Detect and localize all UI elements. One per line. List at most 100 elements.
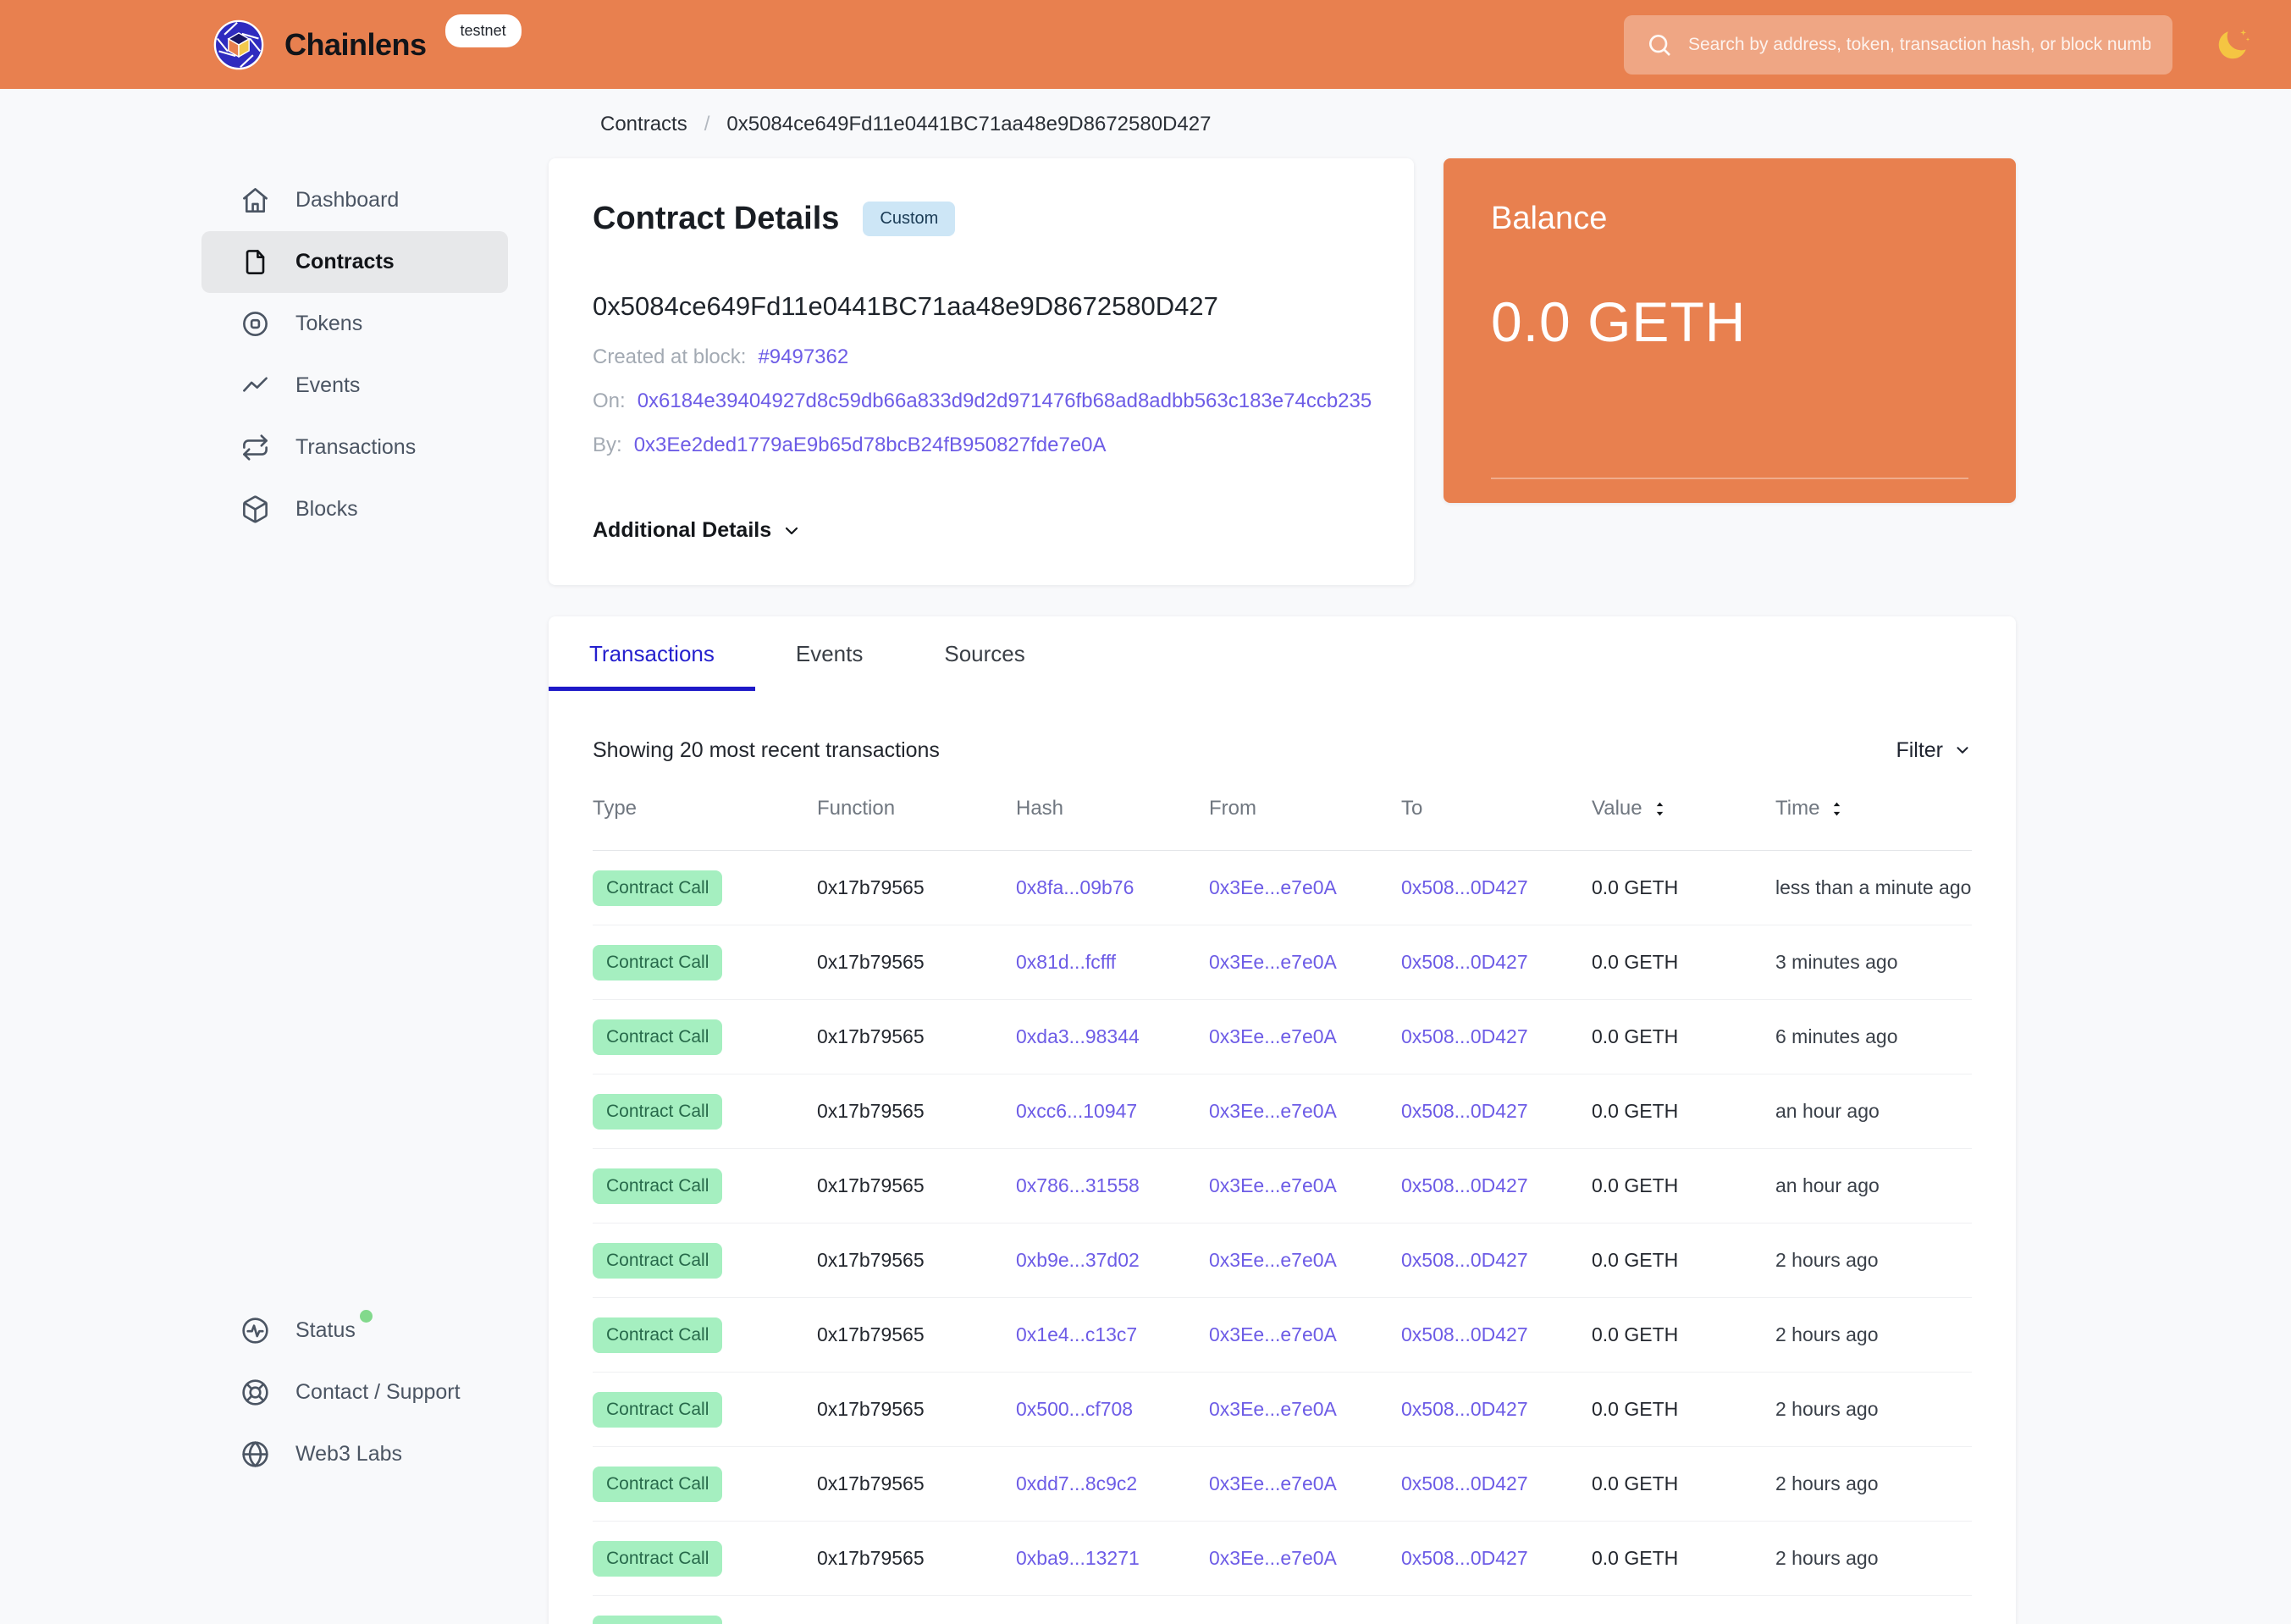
tx-to-link[interactable]: 0x508...0D427 [1401,1398,1528,1420]
tx-to-link[interactable]: 0x508...0D427 [1401,1025,1528,1047]
custom-badge: Custom [863,202,956,236]
sidebar-item-dashboard[interactable]: Dashboard [201,169,508,231]
sidebar-item-blocks[interactable]: Blocks [201,478,508,540]
tx-hash-link[interactable]: 0x8fa...09b76 [1016,876,1134,898]
column-header-function: Function [817,797,896,820]
tx-hash-link[interactable]: 0xda3...98344 [1016,1025,1140,1047]
lifebuoy-icon [242,1379,268,1406]
creator-address-link[interactable]: 0x3Ee2ded1779aE9b65d78bcB24fB950827fde7e… [633,434,1107,456]
tx-to-link[interactable]: 0x508...0D427 [1401,951,1528,973]
tx-from-link[interactable]: 0x3Ee...e7e0A [1209,1398,1337,1420]
tx-time: an hour ago [1775,1100,1880,1122]
tx-value: 0.0 GETH [1592,951,1679,973]
tx-from-link[interactable]: 0x3Ee...e7e0A [1209,1472,1337,1494]
table-row[interactable]: Contract Call 0x17b79565 0x81d...fcfff 0… [593,925,1972,1000]
tx-to-link[interactable]: 0x508...0D427 [1401,876,1528,898]
sidebar-item-events[interactable]: Events [201,355,508,417]
tx-to-link[interactable]: 0x508...0D427 [1401,1472,1528,1494]
brand-group[interactable]: Chainlens testnet [213,14,522,70]
tx-from-link[interactable]: 0x3Ee...e7e0A [1209,1323,1337,1345]
sort-icon[interactable] [1651,800,1669,818]
table-row[interactable]: Contract Call 0x17b79565 0x8fa...09b76 0… [593,851,1972,925]
tx-type-badge: Contract Call [593,1391,723,1428]
sidebar-item-contracts[interactable]: Contracts [201,231,508,293]
tx-to-link[interactable]: 0x508...0D427 [1401,1100,1528,1122]
tx-from-link[interactable]: 0x3Ee...e7e0A [1209,1547,1337,1569]
home-icon [243,188,268,213]
creation-tx-hash-link[interactable]: 0x6184e39404927d8c59db66a833d9d2d971476f… [637,389,1372,412]
tx-to-link[interactable]: 0x508...0D427 [1401,1547,1528,1569]
sidebar-item-contact-support[interactable]: Contact / Support [201,1362,508,1423]
tab-transactions[interactable]: Transactions [549,616,755,691]
breadcrumb-contracts-link[interactable]: Contracts [600,113,687,135]
filter-button[interactable]: Filter [1896,738,1972,763]
tx-hash-link[interactable]: 0x786...31558 [1016,1174,1140,1196]
chainlens-logo-icon [213,19,264,69]
table-row[interactable]: Contract Call 0x17b79565 0xcc6...10947 0… [593,1074,1972,1149]
tx-hash-link[interactable]: 0x1e4...c13c7 [1016,1323,1138,1345]
tx-hash-link[interactable]: 0x500...cf708 [1016,1398,1134,1420]
sidebar: Dashboard Contracts Tokens Events [0,89,549,1624]
tx-from-link[interactable]: 0x3Ee...e7e0A [1209,1249,1337,1271]
tx-time: 2 hours ago [1775,1323,1879,1345]
tx-type-badge: Contract Call [593,1019,723,1055]
table-header-row: Type Function Hash From To Value Time [593,767,1972,851]
tx-type-badge: Contract Call [593,1317,723,1353]
column-header-type: Type [593,797,638,820]
table-row[interactable]: Contract Call [593,1596,1972,1624]
sidebar-item-label: Contact / Support [295,1380,461,1404]
creator-row: By: 0x3Ee2ded1779aE9b65d78bcB24fB950827fd… [593,434,1107,456]
breadcrumb: Contracts / 0x5084ce649Fd11e0441BC71aa48… [549,113,2016,136]
tx-type-badge: Contract Call [593,1242,723,1279]
sidebar-item-label: Web3 Labs [295,1442,403,1466]
search-bar[interactable] [1624,14,2172,75]
tx-function: 0x17b79565 [817,1398,925,1420]
search-icon [1649,34,1670,56]
tx-hash-link[interactable]: 0xba9...13271 [1016,1547,1140,1569]
breadcrumb-current-address: 0x5084ce649Fd11e0441BC71aa48e9D8672580D4… [726,113,1212,135]
tx-from-link[interactable]: 0x3Ee...e7e0A [1209,1174,1337,1196]
tx-value: 0.0 GETH [1592,1249,1679,1271]
table-row[interactable]: Contract Call 0x17b79565 0xb9e...37d02 0… [593,1224,1972,1298]
sidebar-item-web3-labs[interactable]: Web3 Labs [201,1423,508,1485]
tx-hash-link[interactable]: 0x81d...fcfff [1016,951,1117,973]
sort-icon[interactable] [1828,800,1846,818]
tx-type-badge: Contract Call [593,1168,723,1204]
created-at-block-row: Created at block: #9497362 [593,345,849,368]
sidebar-item-label: Blocks [295,497,358,521]
sidebar-item-transactions[interactable]: Transactions [201,417,508,478]
creation-tx-row: On: 0x6184e39404927d8c59db66a833d9d2d9714… [593,389,1372,412]
search-input[interactable] [1688,34,2150,55]
sidebar-item-tokens[interactable]: Tokens [201,293,508,355]
tx-to-link[interactable]: 0x508...0D427 [1401,1323,1528,1345]
table-row[interactable]: Contract Call 0x17b79565 0xdd7...8c9c2 0… [593,1447,1972,1522]
tab-events[interactable]: Events [795,640,864,666]
tx-hash-link[interactable]: 0xb9e...37d02 [1016,1249,1140,1271]
column-header-value: Value [1592,797,1775,820]
tx-to-link[interactable]: 0x508...0D427 [1401,1174,1528,1196]
table-row[interactable]: Contract Call 0x17b79565 0xda3...98344 0… [593,1000,1972,1074]
created-block-link[interactable]: #9497362 [758,345,849,368]
additional-details-toggle[interactable]: Additional Details [593,518,802,543]
tx-from-link[interactable]: 0x3Ee...e7e0A [1209,1025,1337,1047]
tx-time: 2 hours ago [1775,1472,1879,1494]
tx-hash-link[interactable]: 0xdd7...8c9c2 [1016,1472,1138,1494]
tx-hash-link[interactable]: 0xcc6...10947 [1016,1100,1138,1122]
trend-icon [243,377,268,392]
column-header-from: From [1209,797,1256,820]
balance-card: Balance 0.0 GETH [1444,158,2016,503]
tx-value: 0.0 GETH [1592,1323,1679,1345]
table-row[interactable]: Contract Call 0x17b79565 0x500...cf708 0… [593,1373,1972,1447]
table-row[interactable]: Contract Call 0x17b79565 0xba9...13271 0… [593,1522,1972,1596]
tx-from-link[interactable]: 0x3Ee...e7e0A [1209,951,1337,973]
dark-mode-toggle[interactable] [2213,25,2252,64]
tx-from-link[interactable]: 0x3Ee...e7e0A [1209,876,1337,898]
sidebar-item-status[interactable]: Status [201,1300,508,1362]
table-row[interactable]: Contract Call 0x17b79565 0x1e4...c13c7 0… [593,1298,1972,1373]
tx-to-link[interactable]: 0x508...0D427 [1401,1249,1528,1271]
table-row[interactable]: Contract Call 0x17b79565 0x786...31558 0… [593,1149,1972,1224]
tab-sources[interactable]: Sources [944,640,1025,666]
testnet-badge: testnet [444,14,522,47]
tx-from-link[interactable]: 0x3Ee...e7e0A [1209,1100,1337,1122]
tx-type-badge: Contract Call [593,870,723,906]
